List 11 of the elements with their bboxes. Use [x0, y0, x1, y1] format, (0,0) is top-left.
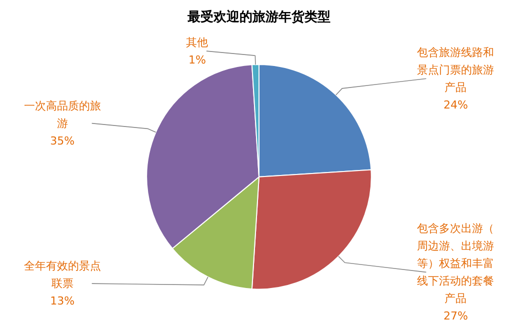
- slice-label: 一次高品质的旅游: [24, 99, 101, 130]
- slice-label: 全年有效的景点联票: [24, 260, 101, 290]
- data-label: 35%: [50, 134, 75, 148]
- chart-title: 最受欢迎的旅游年货类型: [186, 8, 330, 25]
- data-label: 13%: [50, 294, 75, 308]
- data-label: 27%: [443, 310, 468, 323]
- data-label: 24%: [443, 98, 468, 112]
- slice-label: 包含旅游线路和景点门票的旅游产品: [417, 46, 494, 94]
- slice-label: 包含多次出游（周边游、出境游等）权益和丰富线下活动的套餐产品: [417, 222, 494, 305]
- data-label: 1%: [188, 53, 206, 66]
- slice-label: 其他: [186, 36, 208, 49]
